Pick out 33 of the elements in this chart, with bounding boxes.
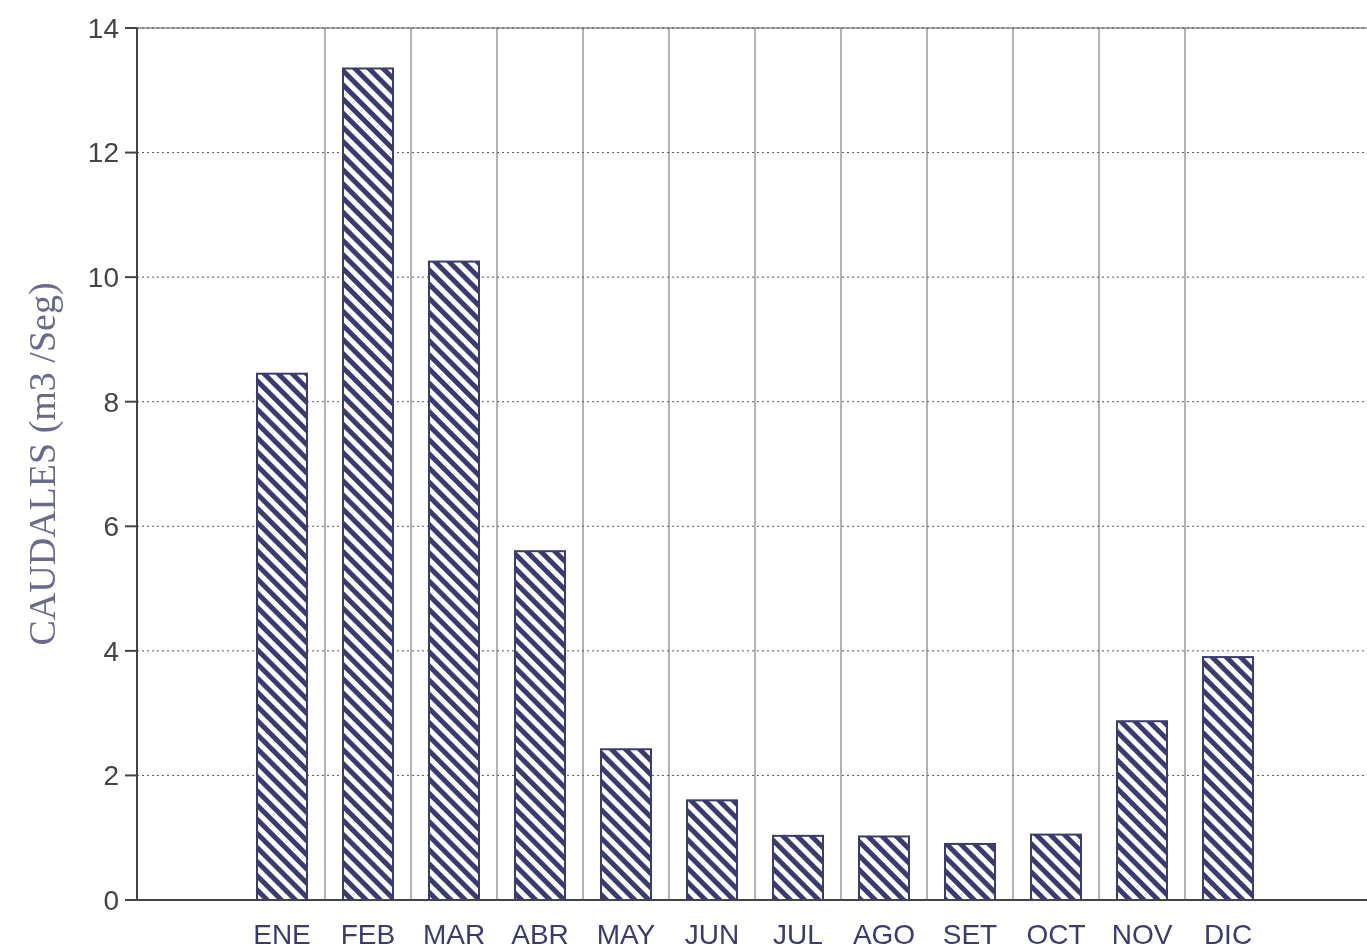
x-tick-label: ENE [253,919,311,950]
y-tick-label: 12 [87,137,119,169]
bar [256,372,308,901]
y-tick-label: 4 [103,635,119,667]
bar [944,842,996,901]
x-tick-label: JUL [773,919,823,950]
x-tick-label: FEB [340,919,396,950]
x-tick-label: JUN [684,919,740,950]
y-axis-title: CAUDALES (m3 /Seg) [21,282,64,646]
bar [1202,656,1254,901]
bar [772,834,824,901]
bar [1030,833,1082,901]
y-tick-label: 6 [103,511,119,543]
bar [686,799,738,901]
y-tick-label: 10 [87,261,119,293]
x-tick-label: AGO [852,919,916,950]
x-tick-label: MAR [422,919,486,950]
bar [1116,720,1168,901]
x-tick-label: NOV [1111,919,1173,950]
x-tick-label: DIC [1203,919,1253,950]
y-tick-label: 8 [103,386,119,418]
bar [600,748,652,901]
y-tick-label: 0 [103,884,119,916]
bar [342,67,394,901]
y-tick-label: 2 [103,760,119,792]
x-tick-label: SET [942,919,998,950]
x-tick-label: ABR [511,919,569,950]
x-tick-label: MAY [596,919,656,950]
bar [514,550,566,901]
bar [858,835,910,901]
x-tick-label: OCT [1026,919,1086,950]
y-tick-label: 14 [87,12,119,44]
bar [428,260,480,901]
